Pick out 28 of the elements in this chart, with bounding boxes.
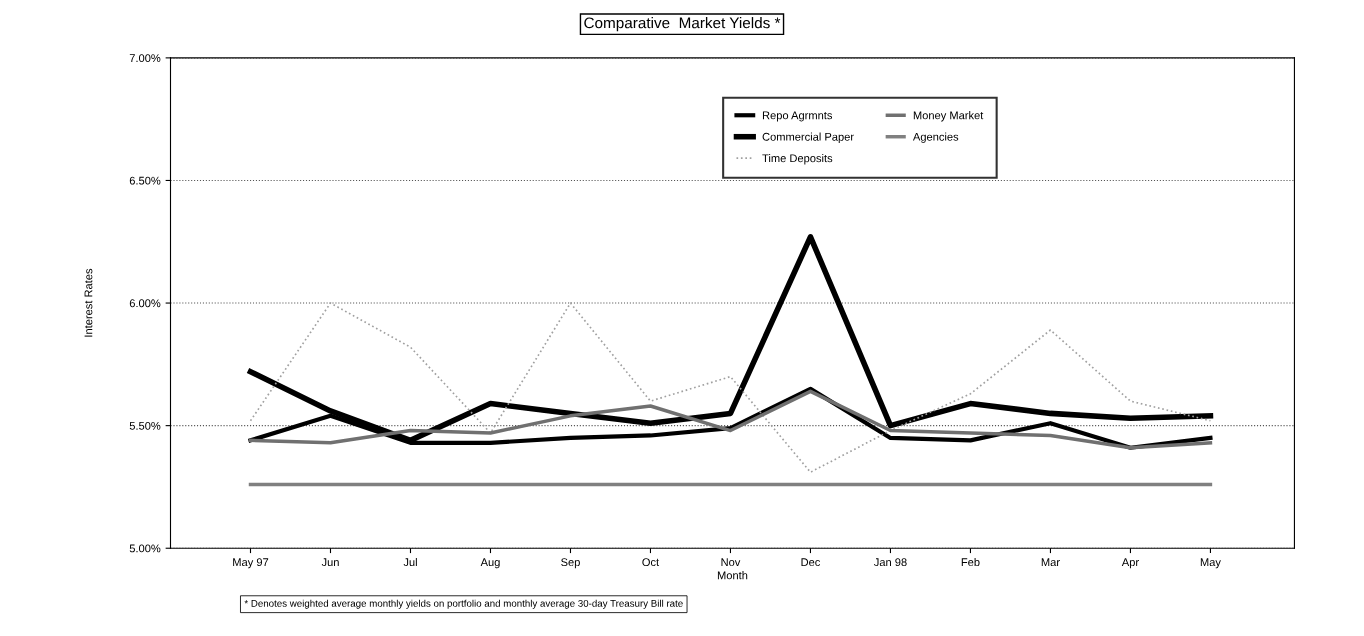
x-tick-label: Sep [561, 558, 580, 569]
legend-label: Repo Agrmnts [762, 111, 833, 122]
legend-label: Money Market [913, 111, 984, 122]
text: * Denotes weighted average monthly yields on portfolio and monthly average 30-day Treasury Bill rate [244, 599, 683, 609]
x-tick-label: May [1200, 558, 1221, 569]
y-tick-label: 7.00% [129, 54, 161, 63]
y-tick-label: 6.50% [129, 176, 161, 185]
line-series [249, 302, 1212, 474]
x-axis-title: Month [717, 571, 748, 580]
legend-label: Commercial Paper [762, 132, 854, 143]
x-tick-label: Jul [403, 557, 417, 567]
x-tick-label: Dec [801, 558, 821, 567]
x-tick-label: Nov [721, 558, 741, 567]
x-tick-label: May 97 [233, 558, 269, 569]
y-tick-label: 5.50% [129, 421, 161, 430]
legend-label: Time Deposits [762, 154, 833, 165]
x-tick-label: Aug [480, 558, 500, 569]
y-tick-label: 6.00% [129, 299, 161, 308]
y-axis-title: Interest Rates [84, 268, 93, 337]
x-tick-label: Jun [321, 558, 339, 567]
x-tick-label: Oct [642, 558, 660, 567]
x-tick-label: Feb [961, 557, 980, 567]
x-tick-label: Mar [1041, 558, 1060, 567]
legend-label: Agencies [912, 132, 959, 143]
x-tick-label: Apr [1121, 558, 1139, 569]
chart-title: Comparative Market Yields * [584, 17, 781, 32]
x-tick-label: Jan 98 [873, 558, 907, 567]
y-tick-label: 5.00% [129, 544, 161, 553]
